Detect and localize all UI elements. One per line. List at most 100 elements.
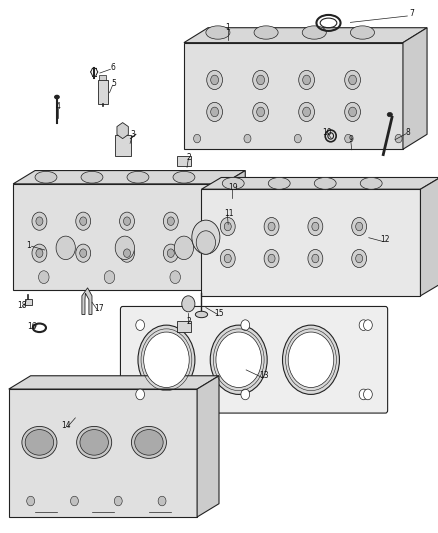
Text: 9: 9 <box>349 135 354 144</box>
Circle shape <box>211 107 219 117</box>
Text: 16: 16 <box>28 322 37 331</box>
Circle shape <box>207 102 223 122</box>
Circle shape <box>80 249 87 257</box>
Circle shape <box>220 249 235 268</box>
Text: 4: 4 <box>55 102 60 111</box>
Text: 10: 10 <box>322 128 332 136</box>
Text: 15: 15 <box>214 309 224 318</box>
Circle shape <box>136 389 145 400</box>
Circle shape <box>120 212 134 230</box>
Polygon shape <box>201 177 438 189</box>
Circle shape <box>352 249 367 268</box>
Circle shape <box>216 332 261 387</box>
Circle shape <box>224 254 231 263</box>
Ellipse shape <box>360 177 382 189</box>
Circle shape <box>241 389 250 400</box>
Ellipse shape <box>127 172 149 183</box>
Circle shape <box>114 496 122 506</box>
Circle shape <box>196 231 215 254</box>
Circle shape <box>364 320 372 330</box>
Circle shape <box>395 134 402 143</box>
Circle shape <box>264 217 279 236</box>
Circle shape <box>71 496 78 506</box>
Ellipse shape <box>25 430 53 455</box>
Circle shape <box>124 249 131 257</box>
Text: 19: 19 <box>228 183 238 192</box>
Text: 8: 8 <box>406 128 410 136</box>
Circle shape <box>80 217 87 225</box>
Circle shape <box>268 222 275 231</box>
Circle shape <box>257 107 265 117</box>
Circle shape <box>36 217 43 225</box>
Circle shape <box>364 389 372 400</box>
Ellipse shape <box>387 112 392 117</box>
Text: 2: 2 <box>187 317 191 326</box>
Circle shape <box>349 107 357 117</box>
Ellipse shape <box>22 426 57 458</box>
Circle shape <box>345 134 352 143</box>
Circle shape <box>36 249 43 257</box>
Circle shape <box>312 222 319 231</box>
Circle shape <box>136 320 145 330</box>
Circle shape <box>299 102 314 122</box>
Polygon shape <box>9 376 219 389</box>
Circle shape <box>308 217 323 236</box>
Polygon shape <box>420 177 438 296</box>
Ellipse shape <box>195 311 208 318</box>
Circle shape <box>192 220 220 254</box>
Bar <box>98 80 108 104</box>
Circle shape <box>288 332 334 387</box>
Text: 2: 2 <box>187 153 191 161</box>
Text: 18: 18 <box>17 301 27 310</box>
Circle shape <box>32 244 47 262</box>
Circle shape <box>257 75 265 85</box>
Ellipse shape <box>131 426 166 458</box>
Polygon shape <box>201 189 420 296</box>
Circle shape <box>264 249 279 268</box>
Polygon shape <box>223 171 245 290</box>
Circle shape <box>253 70 268 90</box>
Text: 12: 12 <box>381 236 390 244</box>
Circle shape <box>224 222 231 231</box>
Circle shape <box>170 271 180 284</box>
Ellipse shape <box>55 95 59 99</box>
Bar <box>25 299 32 305</box>
Circle shape <box>308 249 323 268</box>
Ellipse shape <box>254 26 278 39</box>
Text: 5: 5 <box>111 79 117 88</box>
Ellipse shape <box>135 430 163 455</box>
Circle shape <box>194 134 201 143</box>
Circle shape <box>299 70 314 90</box>
Circle shape <box>312 254 319 263</box>
Ellipse shape <box>206 26 230 39</box>
Circle shape <box>163 244 178 262</box>
Bar <box>99 75 106 80</box>
Circle shape <box>174 236 194 260</box>
Circle shape <box>303 75 311 85</box>
Circle shape <box>167 249 174 257</box>
Text: 11: 11 <box>224 209 233 217</box>
Circle shape <box>345 70 360 90</box>
Text: 7: 7 <box>409 9 414 18</box>
Circle shape <box>115 236 134 260</box>
Circle shape <box>220 217 235 236</box>
Polygon shape <box>13 171 245 184</box>
FancyBboxPatch shape <box>120 306 388 413</box>
Polygon shape <box>184 43 403 149</box>
Text: 13: 13 <box>259 372 268 380</box>
Text: 1: 1 <box>226 23 230 32</box>
Ellipse shape <box>314 177 336 189</box>
Circle shape <box>359 389 368 400</box>
Circle shape <box>76 212 91 230</box>
Circle shape <box>32 212 47 230</box>
Ellipse shape <box>35 172 57 183</box>
Polygon shape <box>82 288 92 314</box>
Circle shape <box>303 107 311 117</box>
Text: 6: 6 <box>110 63 116 72</box>
Circle shape <box>211 75 219 85</box>
Circle shape <box>104 271 115 284</box>
Circle shape <box>144 332 189 387</box>
Polygon shape <box>13 184 223 290</box>
Ellipse shape <box>81 172 103 183</box>
Circle shape <box>244 134 251 143</box>
